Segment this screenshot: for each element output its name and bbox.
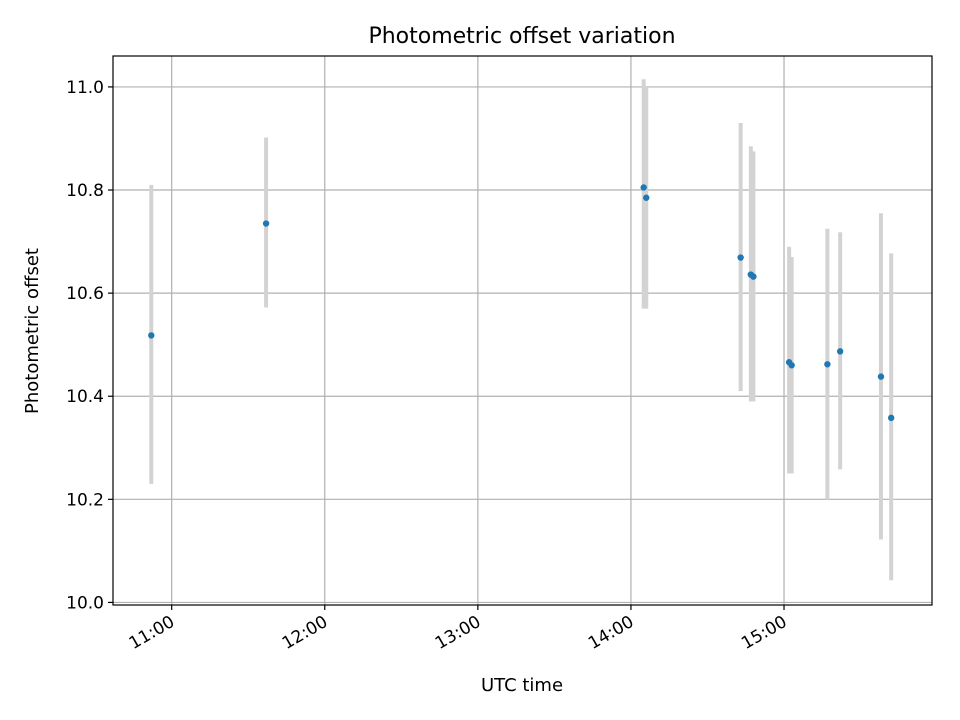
data-point: [788, 362, 795, 369]
y-tick-label: 10.6: [66, 284, 104, 304]
x-axis-label: UTC time: [481, 675, 563, 696]
data-points: [148, 184, 895, 422]
data-point: [887, 414, 895, 422]
y-tick-label: 10.2: [66, 490, 104, 510]
data-point: [824, 361, 831, 368]
y-tick-label: 10.8: [66, 181, 104, 201]
chart-title: Photometric offset variation: [368, 24, 675, 49]
y-tick-label: 11.0: [66, 78, 104, 98]
data-point: [148, 332, 155, 339]
data-point: [262, 220, 270, 227]
plot-frame: [112, 55, 933, 606]
data-point: [640, 184, 647, 191]
data-point: [877, 373, 885, 380]
y-tick-label: 10.0: [66, 593, 104, 613]
y-tick-label: 10.4: [66, 387, 104, 407]
data-point: [836, 348, 844, 355]
data-point: [737, 254, 744, 261]
data-point: [643, 194, 650, 201]
data-point: [750, 273, 757, 280]
y-axis-label: Photometric offset: [22, 248, 43, 414]
grid: [113, 56, 932, 605]
